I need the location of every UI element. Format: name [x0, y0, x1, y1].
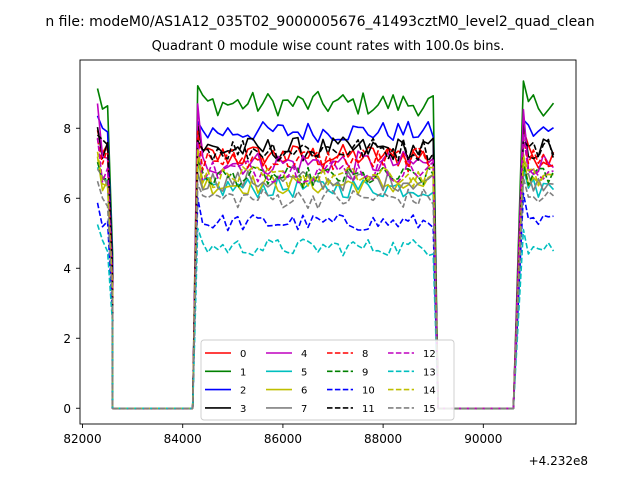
axes: 82000 84000 86000 88000 90000 0 2 4 6 8	[63, 59, 577, 446]
series-line-10	[96, 192, 554, 410]
series-line-2	[96, 115, 554, 410]
x-tick-label: 88000	[364, 432, 402, 446]
figure-suptitle: n file: modeM0/AS1A12_035T02_9000005676_…	[45, 14, 594, 30]
series-line-14	[96, 148, 554, 410]
series-line-12	[96, 133, 554, 410]
legend-label-10: 10	[362, 386, 375, 397]
series-lines	[96, 80, 555, 410]
legend-label-5: 5	[301, 367, 307, 378]
x-tick-label: 90000	[464, 432, 502, 446]
legend-label-1: 1	[240, 367, 246, 378]
legend-label-15: 15	[423, 404, 436, 415]
plot-area	[96, 80, 555, 410]
legend-label-4: 4	[301, 349, 307, 360]
legend-label-6: 6	[301, 386, 307, 397]
y-tick-label: 0	[63, 402, 71, 416]
series-line-8	[96, 130, 554, 410]
legend-label-12: 12	[423, 349, 436, 360]
series-line-0	[96, 123, 555, 410]
y-tick-label: 2	[63, 332, 71, 346]
x-tick-label: 86000	[264, 432, 302, 446]
legend-label-7: 7	[301, 404, 307, 415]
legend-label-9: 9	[362, 367, 368, 378]
series-line-7	[96, 168, 554, 410]
series-line-1	[96, 80, 555, 410]
legend-label-13: 13	[423, 367, 436, 378]
x-tick-label: 84000	[164, 432, 202, 446]
x-offset-label: +4.232e8	[529, 454, 588, 468]
legend-label-8: 8	[362, 349, 368, 360]
legend-label-11: 11	[362, 404, 375, 415]
y-tick-label: 6	[63, 192, 71, 206]
legend-label-14: 14	[423, 386, 436, 397]
legend-box	[200, 339, 455, 421]
x-tick-label: 82000	[63, 432, 101, 446]
axes-frame	[79, 59, 577, 425]
legend-label-3: 3	[240, 404, 246, 415]
chart-title: Quadrant 0 module wise count rates with …	[152, 39, 505, 54]
series-line-13	[96, 224, 555, 410]
y-tick-label: 4	[63, 262, 71, 276]
legend-label-2: 2	[240, 386, 246, 397]
legend-label-0: 0	[240, 349, 246, 360]
y-tick-label: 8	[63, 122, 71, 136]
series-line-15	[96, 177, 555, 410]
